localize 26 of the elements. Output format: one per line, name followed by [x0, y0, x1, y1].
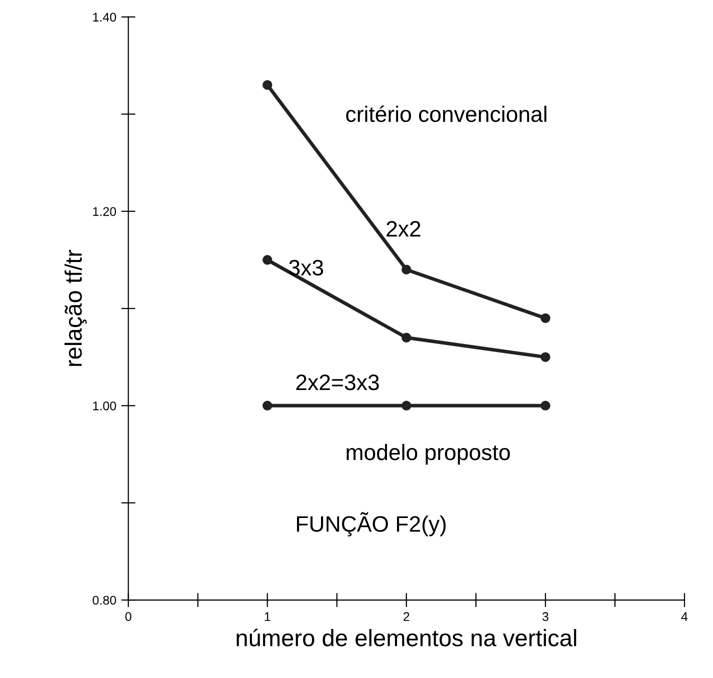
annotation: 2x2=3x3 — [296, 374, 379, 390]
point — [540, 400, 550, 411]
point — [262, 80, 272, 90]
point — [402, 264, 412, 274]
y-tick-label: 1.00 — [93, 401, 116, 410]
x-axis-title: número de elementos na vertical — [236, 628, 576, 646]
y-tick-label: 0.80 — [92, 596, 116, 605]
x-tick-label: 0 — [125, 612, 132, 622]
y-tick-label: 1.20 — [93, 207, 116, 216]
point — [402, 332, 412, 343]
point — [262, 400, 272, 411]
annotation: critério convencional — [346, 105, 546, 122]
y-tick-label: 1.40 — [93, 12, 116, 22]
annotation: FUNÇÃO F2(y) — [297, 512, 446, 536]
annotation: 2x2 — [386, 220, 420, 236]
x-tick-label: 4 — [681, 612, 688, 621]
point — [540, 313, 550, 324]
point — [540, 352, 550, 362]
y-axis-title: relação tf/tr — [64, 250, 87, 366]
point — [402, 400, 412, 411]
annotation: 3x3 — [289, 260, 324, 276]
annotation: modelo proposto — [346, 444, 510, 465]
point — [262, 255, 272, 265]
x-tick-label: 2 — [404, 612, 410, 621]
x-tick-label: 3 — [542, 612, 548, 622]
x-tick-label: 1 — [264, 612, 270, 621]
